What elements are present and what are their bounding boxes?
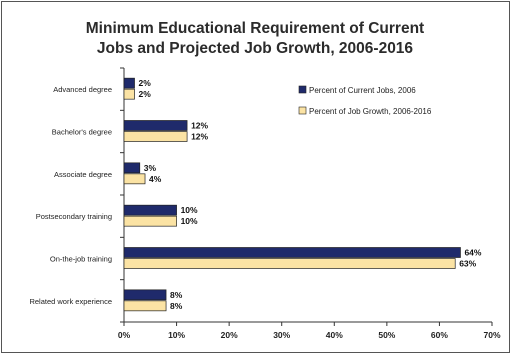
data-label-job-growth: 10% bbox=[181, 216, 198, 226]
category-label: Postsecondary training bbox=[36, 212, 112, 221]
bar-job-growth bbox=[123, 258, 456, 269]
category-label: Bachelor's degree bbox=[52, 128, 112, 137]
data-label-job-growth: 12% bbox=[191, 132, 208, 142]
plot-area: 0% 10% 20% 30% 40% 50% 60% 70% Advanced degree Ba… bbox=[29, 67, 501, 340]
bar-job-growth bbox=[123, 173, 146, 185]
x-tick-label: 0% bbox=[118, 330, 131, 340]
data-label-current-jobs: 3% bbox=[144, 163, 157, 173]
bar-current-jobs bbox=[123, 120, 188, 131]
bar-current-jobs bbox=[123, 162, 141, 174]
bar-job-growth bbox=[123, 215, 177, 227]
data-label-job-growth: 4% bbox=[149, 174, 162, 184]
x-tick-label: 50% bbox=[378, 330, 395, 340]
category-label: On-the-job training bbox=[50, 255, 112, 264]
legend-swatch-current-jobs bbox=[298, 85, 307, 94]
chart-title-line-2: Jobs and Projected Job Growth, 2006-2016 bbox=[97, 40, 414, 57]
data-label-current-jobs: 64% bbox=[464, 248, 481, 258]
x-tick-label: 70% bbox=[483, 330, 500, 340]
legend-label-current-jobs: Percent of Current Jobs, 2006 bbox=[309, 86, 416, 95]
bar-job-growth bbox=[123, 88, 135, 100]
category-label: Associate degree bbox=[54, 170, 112, 179]
bar-job-growth bbox=[123, 300, 167, 312]
chart-title-line-1: Minimum Educational Requirement of Curre… bbox=[86, 20, 424, 37]
bar-current-jobs bbox=[123, 289, 167, 301]
bar-job-growth bbox=[123, 131, 188, 142]
x-tick-label: 30% bbox=[273, 330, 290, 340]
legend: Percent of Current Jobs, 2006 Percent of… bbox=[298, 85, 432, 116]
bar-current-jobs bbox=[123, 247, 461, 258]
legend-swatch-job-growth bbox=[298, 106, 307, 115]
legend-label-job-growth: Percent of Job Growth, 2006-2016 bbox=[309, 107, 432, 116]
data-label-current-jobs: 10% bbox=[181, 205, 198, 215]
data-label-job-growth: 2% bbox=[139, 89, 152, 99]
data-label-current-jobs: 2% bbox=[139, 78, 152, 88]
x-tick-label: 40% bbox=[326, 330, 343, 340]
bar-current-jobs bbox=[123, 77, 135, 89]
category-label: Related work experience bbox=[29, 297, 112, 306]
data-label-job-growth: 8% bbox=[170, 301, 183, 311]
data-label-current-jobs: 8% bbox=[170, 290, 183, 300]
category-label: Advanced degree bbox=[53, 85, 112, 94]
x-tick-label: 10% bbox=[168, 330, 185, 340]
x-tick-label: 60% bbox=[431, 330, 448, 340]
data-label-current-jobs: 12% bbox=[191, 121, 208, 131]
data-label-job-growth: 63% bbox=[459, 259, 476, 269]
bar-current-jobs bbox=[123, 204, 177, 216]
x-tick-label: 20% bbox=[221, 330, 238, 340]
